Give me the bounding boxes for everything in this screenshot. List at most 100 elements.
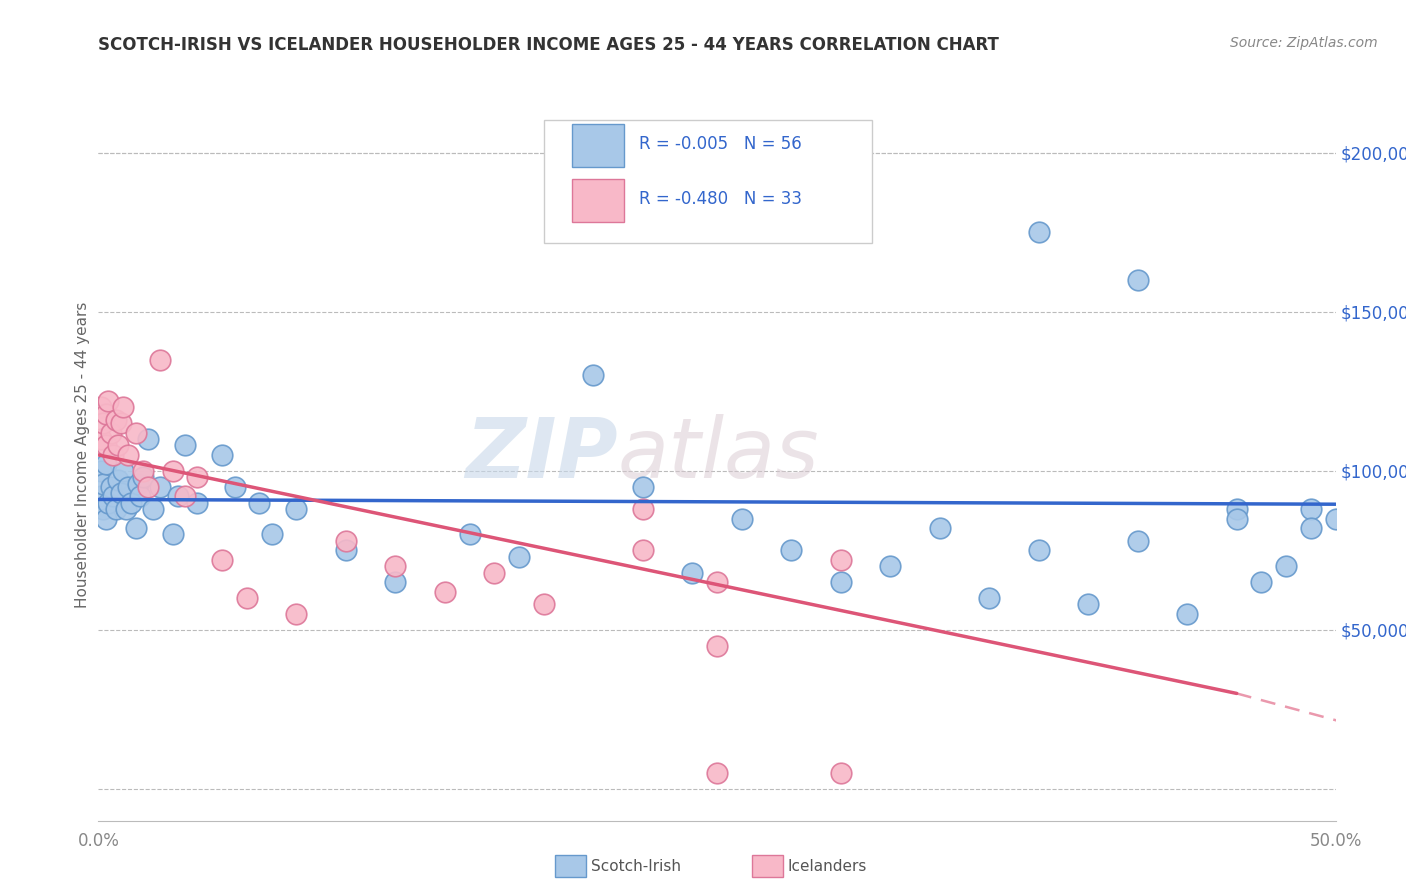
Point <box>124 425 146 440</box>
Point <box>90 464 112 478</box>
Point <box>285 607 308 621</box>
Point <box>681 566 703 580</box>
Point <box>100 425 122 440</box>
Point <box>132 470 155 484</box>
Point <box>90 489 112 503</box>
Point <box>928 521 950 535</box>
Point <box>94 438 117 452</box>
Point <box>830 553 852 567</box>
Point <box>1299 502 1322 516</box>
FancyBboxPatch shape <box>544 120 872 243</box>
FancyBboxPatch shape <box>572 124 624 168</box>
Point <box>117 480 139 494</box>
Point <box>706 575 728 590</box>
Point <box>174 489 197 503</box>
Point <box>94 458 117 472</box>
Point <box>879 559 901 574</box>
Point <box>127 476 149 491</box>
Point <box>142 502 165 516</box>
Point <box>224 480 246 494</box>
Point <box>97 393 120 408</box>
Point <box>433 584 456 599</box>
Point <box>335 543 357 558</box>
Point <box>1299 521 1322 535</box>
Point <box>508 549 530 564</box>
Point <box>110 486 132 500</box>
Point <box>1028 225 1050 239</box>
Point <box>706 766 728 780</box>
Point <box>1126 533 1149 548</box>
Point <box>979 591 1001 605</box>
Point <box>104 413 127 427</box>
Point <box>1250 575 1272 590</box>
Point <box>120 495 142 509</box>
Point <box>285 502 308 516</box>
Point <box>780 543 803 558</box>
Point <box>1028 543 1050 558</box>
Point <box>731 511 754 525</box>
Text: Source: ZipAtlas.com: Source: ZipAtlas.com <box>1230 36 1378 50</box>
Point <box>129 489 152 503</box>
Point <box>103 448 125 462</box>
Point <box>162 464 184 478</box>
Text: SCOTCH-IRISH VS ICELANDER HOUSEHOLDER INCOME AGES 25 - 44 YEARS CORRELATION CHAR: SCOTCH-IRISH VS ICELANDER HOUSEHOLDER IN… <box>98 36 1000 54</box>
Point <box>114 502 136 516</box>
Point <box>1175 607 1198 621</box>
Point <box>107 474 129 488</box>
Point <box>94 511 117 525</box>
Point <box>104 502 127 516</box>
Y-axis label: Householder Income Ages 25 - 44 years: Householder Income Ages 25 - 44 years <box>75 301 90 608</box>
Point <box>458 527 481 541</box>
Point <box>1126 273 1149 287</box>
Point <box>97 495 120 509</box>
Point <box>247 495 270 509</box>
Point <box>211 553 233 567</box>
Point <box>93 476 115 491</box>
Point <box>533 598 555 612</box>
Point <box>830 766 852 780</box>
Point <box>132 464 155 478</box>
Point <box>384 559 406 574</box>
Point <box>112 464 135 478</box>
Point <box>162 527 184 541</box>
Point <box>384 575 406 590</box>
Text: Scotch-Irish: Scotch-Irish <box>591 859 681 873</box>
Point <box>107 438 129 452</box>
Point <box>186 470 208 484</box>
Point <box>110 416 132 430</box>
Point <box>112 401 135 415</box>
Point <box>100 480 122 494</box>
Point <box>136 480 159 494</box>
Point <box>236 591 259 605</box>
Point <box>1275 559 1298 574</box>
Point <box>706 639 728 653</box>
Point <box>136 432 159 446</box>
Point <box>124 521 146 535</box>
Point <box>830 575 852 590</box>
Point <box>90 401 112 415</box>
Point <box>186 495 208 509</box>
Point <box>149 480 172 494</box>
Point <box>211 448 233 462</box>
Point <box>90 432 112 446</box>
Point <box>94 407 117 421</box>
Point <box>582 368 605 383</box>
Point <box>631 543 654 558</box>
Point <box>93 416 115 430</box>
Text: atlas: atlas <box>619 415 820 495</box>
FancyBboxPatch shape <box>572 179 624 222</box>
Point <box>166 489 188 503</box>
Point <box>631 480 654 494</box>
Point <box>1226 511 1249 525</box>
Text: ZIP: ZIP <box>465 415 619 495</box>
Point <box>149 352 172 367</box>
Text: R = -0.480   N = 33: R = -0.480 N = 33 <box>640 190 801 208</box>
Text: R = -0.005   N = 56: R = -0.005 N = 56 <box>640 135 801 153</box>
Point <box>93 502 115 516</box>
Point <box>484 566 506 580</box>
Point <box>335 533 357 548</box>
Point <box>1077 598 1099 612</box>
Point <box>103 489 125 503</box>
Point <box>1324 511 1347 525</box>
Point <box>174 438 197 452</box>
